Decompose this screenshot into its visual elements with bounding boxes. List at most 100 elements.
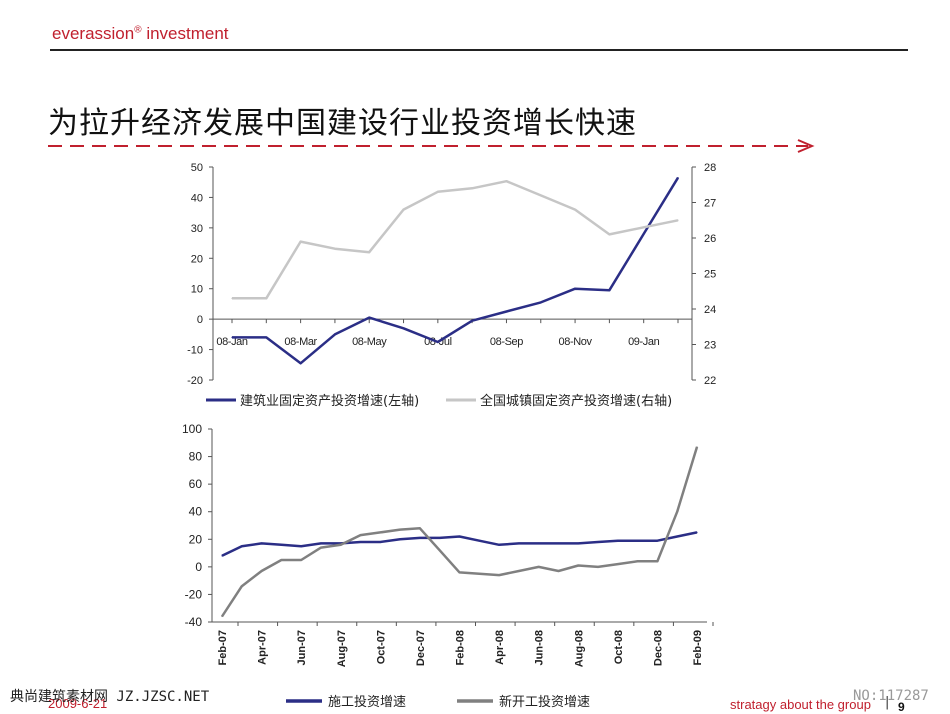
data-point-1 bbox=[577, 542, 579, 545]
data-point-1 bbox=[439, 537, 441, 539]
data-point-1 bbox=[265, 336, 267, 338]
data-point-1 bbox=[518, 542, 520, 545]
x-tick-label: 08-Jan bbox=[216, 336, 248, 348]
series-line-2 bbox=[220, 446, 699, 618]
data-point-2 bbox=[379, 531, 381, 533]
data-point-2 bbox=[221, 615, 223, 618]
brand-name: everassion bbox=[52, 24, 135, 43]
legend-label-1: 施工投资增速 bbox=[328, 694, 406, 710]
data-point-1 bbox=[419, 537, 421, 539]
data-point-2 bbox=[540, 194, 542, 196]
x-tick-label: Jun-08 bbox=[534, 630, 546, 665]
data-point-2 bbox=[478, 573, 480, 575]
data-point-1 bbox=[498, 544, 500, 546]
x-tick-label: Jun-07 bbox=[296, 630, 308, 665]
data-point-2 bbox=[471, 187, 473, 189]
footer-tagline: stratagy about the group bbox=[730, 697, 871, 712]
x-tick-label: Feb-07 bbox=[217, 630, 229, 665]
footer-date: 2009-6-21 bbox=[48, 696, 108, 711]
watermark-right: NO:117287 bbox=[853, 688, 929, 704]
right-tick-label: 24 bbox=[704, 304, 716, 316]
data-point-2 bbox=[696, 446, 698, 448]
data-point-2 bbox=[505, 180, 508, 182]
x-tick-label: Aug-08 bbox=[573, 630, 585, 667]
data-point-2 bbox=[402, 209, 405, 211]
data-point-1 bbox=[280, 544, 282, 546]
data-point-1 bbox=[260, 542, 263, 545]
data-point-1 bbox=[300, 545, 302, 547]
x-tick-label: 08-Nov bbox=[559, 336, 593, 348]
data-point-2 bbox=[677, 219, 679, 221]
data-point-1 bbox=[334, 333, 336, 335]
data-point-2 bbox=[577, 564, 579, 567]
data-point-2 bbox=[557, 570, 560, 572]
data-point-2 bbox=[574, 209, 576, 211]
data-point-2 bbox=[368, 251, 370, 253]
data-point-1 bbox=[320, 542, 322, 545]
data-point-2 bbox=[300, 559, 302, 561]
left-tick-label: 50 bbox=[191, 162, 203, 174]
data-point-1 bbox=[608, 289, 610, 291]
data-point-2 bbox=[320, 546, 322, 549]
right-tick-label: 27 bbox=[704, 198, 716, 210]
data-point-2 bbox=[359, 534, 362, 536]
data-point-1 bbox=[637, 540, 639, 542]
data-point-2 bbox=[340, 544, 342, 546]
data-point-2 bbox=[538, 566, 540, 568]
series-line-1 bbox=[221, 531, 698, 557]
data-point-1 bbox=[359, 541, 362, 543]
data-point-1 bbox=[368, 317, 370, 319]
data-point-1 bbox=[557, 542, 560, 545]
data-point-1 bbox=[505, 310, 508, 313]
footer-separator: | bbox=[885, 695, 890, 710]
watermark-left: 典尚建筑素材网 JZ.JZSC.NET bbox=[10, 689, 210, 705]
data-point-2 bbox=[265, 297, 267, 299]
data-point-2 bbox=[241, 585, 243, 587]
x-tick-label: Dec-07 bbox=[415, 630, 427, 666]
data-point-1 bbox=[574, 288, 576, 290]
y-tick-label: -20 bbox=[185, 587, 203, 601]
data-point-1 bbox=[231, 336, 233, 338]
data-point-2 bbox=[518, 570, 520, 572]
data-point-2 bbox=[280, 559, 282, 561]
right-tick-label: 23 bbox=[704, 340, 716, 352]
y-tick-label: 20 bbox=[189, 532, 203, 546]
x-tick-label: 09-Jan bbox=[628, 336, 660, 348]
data-point-1 bbox=[379, 541, 381, 543]
right-tick-label: 28 bbox=[704, 162, 716, 174]
x-tick-label: Oct-07 bbox=[375, 630, 387, 664]
left-tick-label: 30 bbox=[191, 223, 203, 235]
y-tick-label: 80 bbox=[189, 450, 203, 464]
data-point-1 bbox=[656, 540, 659, 542]
header-divider bbox=[50, 49, 908, 51]
y-tick-label: 0 bbox=[195, 560, 202, 574]
left-tick-label: 0 bbox=[197, 314, 203, 326]
x-tick-label: 08-May bbox=[352, 336, 387, 348]
data-point-1 bbox=[540, 301, 542, 304]
x-tick-label: 08-Sep bbox=[490, 336, 523, 348]
y-tick-label: 40 bbox=[189, 505, 203, 519]
data-point-2 bbox=[419, 527, 421, 529]
y-tick-label: 60 bbox=[189, 477, 203, 491]
data-point-1 bbox=[221, 555, 223, 557]
x-tick-label: 08-Mar bbox=[284, 336, 317, 348]
left-tick-label: -20 bbox=[187, 375, 203, 387]
data-point-1 bbox=[696, 531, 698, 533]
data-point-1 bbox=[676, 535, 678, 538]
series-line-2 bbox=[232, 179, 679, 300]
left-tick-label: -10 bbox=[187, 345, 203, 357]
x-tick-label: Feb-09 bbox=[692, 630, 704, 665]
data-point-1 bbox=[458, 535, 461, 538]
data-point-2 bbox=[597, 566, 599, 568]
data-point-2 bbox=[637, 560, 639, 562]
page-title: 为拉升经济发展中国建设行业投资增长快速 bbox=[48, 106, 637, 141]
data-point-2 bbox=[498, 574, 500, 576]
data-point-2 bbox=[334, 248, 336, 250]
data-point-1 bbox=[300, 362, 302, 364]
data-point-2 bbox=[399, 529, 401, 531]
data-point-2 bbox=[300, 240, 302, 243]
data-point-2 bbox=[643, 226, 645, 228]
page-number: 9 bbox=[898, 700, 905, 714]
data-point-1 bbox=[241, 545, 243, 547]
